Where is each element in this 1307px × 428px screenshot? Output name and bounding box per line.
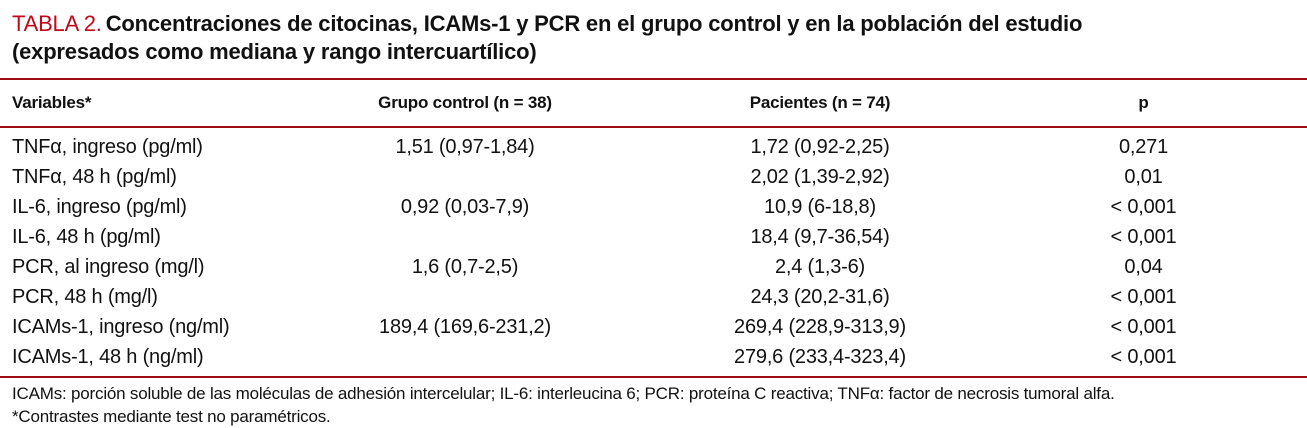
footnote-abbreviations: ICAMs: porción soluble de las moléculas … — [12, 384, 1115, 403]
table-row: ICAMs-1, ingreso (ng/ml) 189,4 (169,6-23… — [0, 312, 1307, 342]
cell-pacientes: 10,9 (6-18,8) — [764, 196, 876, 218]
top-rule — [0, 78, 1307, 80]
bottom-rule — [0, 376, 1307, 378]
table-title-line2: (expresados como mediana y rango intercu… — [12, 39, 537, 64]
cell-pacientes: 269,4 (228,9-313,9) — [734, 316, 906, 338]
table-body: TNFα, ingreso (pg/ml) 1,51 (0,97-1,84) 1… — [0, 128, 1307, 376]
table-row: IL-6, ingreso (pg/ml) 0,92 (0,03-7,9) 10… — [0, 192, 1307, 222]
cell-p-value: 0,271 — [1118, 136, 1169, 158]
cell-variable: TNFα, ingreso (pg/ml) — [12, 136, 203, 158]
cell-p-value: < 0,001 — [1110, 346, 1177, 368]
cell-pacientes: 2,02 (1,39-2,92) — [750, 166, 890, 188]
cell-p-value: < 0,001 — [1110, 196, 1177, 218]
cell-control: 1,51 (0,97-1,84) — [395, 136, 535, 158]
cell-variable: PCR, al ingreso (mg/l) — [12, 256, 205, 278]
cell-p-value: < 0,001 — [1110, 226, 1177, 248]
table-row: ICAMs-1, 48 h (ng/ml) 279,6 (233,4-323,4… — [0, 342, 1307, 372]
cell-p-value: < 0,001 — [1110, 286, 1177, 308]
cell-variable: ICAMs-1, ingreso (ng/ml) — [12, 316, 230, 338]
cell-control — [330, 162, 600, 192]
cell-variable: IL-6, ingreso (pg/ml) — [12, 196, 187, 218]
cell-control: 0,92 (0,03-7,9) — [400, 196, 530, 218]
header-rule — [0, 126, 1307, 128]
table-title-line1: Concentraciones de citocinas, ICAMs-1 y … — [105, 11, 1083, 36]
cell-variable: TNFα, 48 h (pg/ml) — [12, 166, 177, 188]
cell-variable: ICAMs-1, 48 h (ng/ml) — [12, 346, 204, 368]
cell-variable: PCR, 48 h (mg/l) — [12, 286, 158, 308]
cell-pacientes: 24,3 (20,2-31,6) — [750, 286, 890, 308]
column-header-pacientes: Pacientes (n = 74) — [749, 93, 891, 112]
table-row: TNFα, ingreso (pg/ml) 1,51 (0,97-1,84) 1… — [0, 132, 1307, 162]
cell-p-value: 0,04 — [1124, 256, 1163, 278]
cell-control — [330, 222, 600, 252]
table-number-label: TABLA 2. — [12, 11, 102, 36]
table-row: PCR, 48 h (mg/l) 24,3 (20,2-31,6) < 0,00… — [0, 282, 1307, 312]
table-footnotes: ICAMs: porción soluble de las moléculas … — [0, 378, 1307, 428]
cell-control — [330, 282, 600, 312]
table-title: TABLA 2. Concentraciones de citocinas, IC… — [0, 6, 1307, 66]
column-header-variables: Variables* — [12, 93, 92, 112]
cell-control — [330, 342, 600, 372]
column-header-p: p — [1138, 93, 1149, 112]
cell-pacientes: 279,6 (233,4-323,4) — [734, 346, 906, 368]
cell-variable: IL-6, 48 h (pg/ml) — [12, 226, 161, 248]
footnote-asterisk: *Contrastes mediante test no paramétrico… — [12, 407, 331, 426]
cell-p-value: 0,01 — [1124, 166, 1163, 188]
cell-pacientes: 18,4 (9,7-36,54) — [750, 226, 890, 248]
table-header-row: Variables* Grupo control (n = 38) Pacien… — [0, 80, 1307, 126]
cell-pacientes: 1,72 (0,92-2,25) — [750, 136, 890, 158]
table-row: PCR, al ingreso (mg/l) 1,6 (0,7-2,5) 2,4… — [0, 252, 1307, 282]
table-row: TNFα, 48 h (pg/ml) 2,02 (1,39-2,92) 0,01 — [0, 162, 1307, 192]
cell-control: 189,4 (169,6-231,2) — [379, 316, 551, 338]
cell-p-value: < 0,001 — [1110, 316, 1177, 338]
cell-control: 1,6 (0,7-2,5) — [411, 256, 519, 278]
cell-pacientes: 2,4 (1,3-6) — [774, 256, 866, 278]
table-row: IL-6, 48 h (pg/ml) 18,4 (9,7-36,54) < 0,… — [0, 222, 1307, 252]
column-header-grupo-control: Grupo control (n = 38) — [378, 93, 552, 112]
